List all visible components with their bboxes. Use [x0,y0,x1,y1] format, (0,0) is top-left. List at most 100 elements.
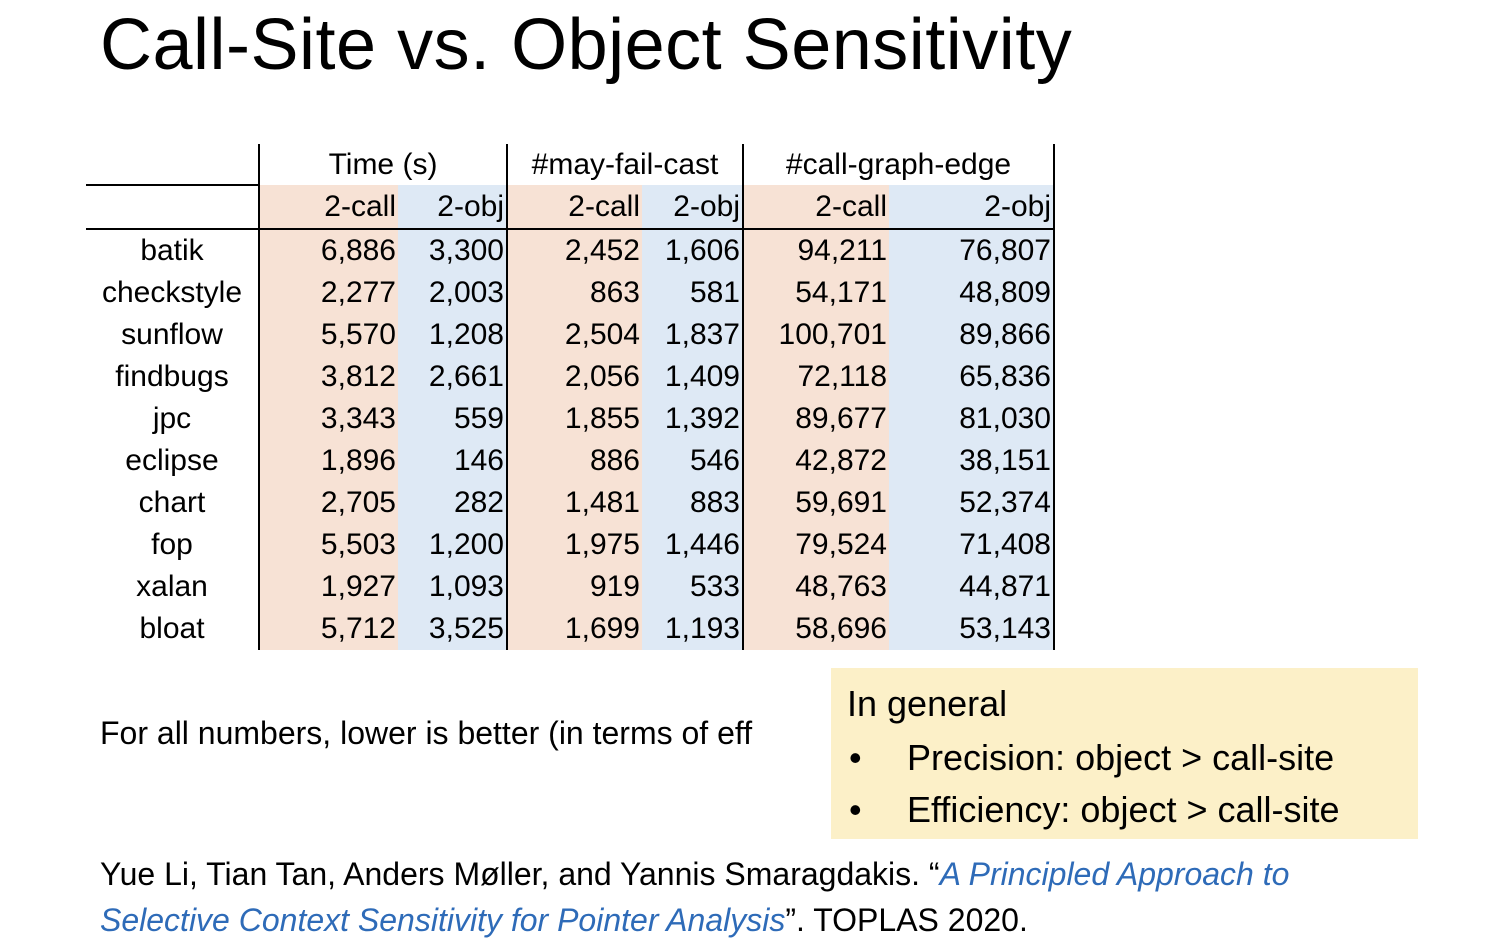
cell-cg-2obj: 71,408 [889,524,1055,566]
group-header-row: Time (s) #may-fail-cast #call-graph-edge [86,144,1055,186]
citation-venue: ”. TOPLAS 2020. [785,902,1028,938]
cell-time-2call: 2,277 [258,272,398,314]
cell-cast-2call: 1,699 [507,608,642,650]
cell-time-2call: 2,705 [258,482,398,524]
sub-header-time-2obj: 2-obj [398,185,508,230]
cell-cast-2call: 1,975 [507,524,642,566]
cell-cg-2call: 58,696 [743,608,889,650]
cell-time-2obj: 1,208 [398,314,508,356]
benchmark-name: checkstyle [101,276,243,309]
sub-header-cg-2obj: 2-obj [889,185,1055,230]
cell-cg-2call: 42,872 [743,440,889,482]
sub-header-time-2call: 2-call [258,185,398,230]
cell-time-2call: 5,570 [258,314,398,356]
cell-time-2obj: 146 [398,440,508,482]
header-corner [86,144,259,186]
citation: Yue Li, Tian Tan, Anders Møller, and Yan… [100,851,1410,943]
cell-cg-2call: 79,524 [743,524,889,566]
sub-header-row: 2-call 2-obj 2-call 2-obj 2-call 2-obj [86,185,1055,230]
cell-time-2obj: 2,661 [398,356,508,398]
cell-cg-2call: 59,691 [743,482,889,524]
table-row: findbugs 3,812 2,661 2,056 1,409 72,118 65,836 [86,356,1055,398]
table-row: chart 2,705 282 1,481 883 59,691 52,374 [86,482,1055,524]
cell-cast-2obj: 546 [642,440,744,482]
benchmark-name: batik [140,234,204,267]
cell-time-2call: 5,503 [258,524,398,566]
cell-cast-2call: 2,504 [507,314,642,356]
cell-time-2call: 1,927 [258,566,398,608]
benchmark-name: bloat [139,612,205,645]
callout-heading: In general [847,683,1008,724]
cell-cg-2obj: 76,807 [889,229,1055,272]
benchmark-name: fop [151,528,193,561]
cell-cast-2call: 1,481 [507,482,642,524]
bullet-icon: • [849,737,862,778]
table-body: batik 6,886 3,300 2,452 1,606 94,211 76,807 che… [86,229,1055,650]
cell-cast-2obj: 1,446 [642,524,744,566]
cell-time-2obj: 282 [398,482,508,524]
cell-cast-2call: 863 [507,272,642,314]
sub-header-cg-2call: 2-call [743,185,889,230]
citation-authors: Yue Li, Tian Tan, Anders Møller, and Yan… [100,856,940,892]
callout-item-text: Efficiency: object > call-site [907,789,1340,830]
cell-cg-2obj: 38,151 [889,440,1055,482]
cell-cg-2obj: 89,866 [889,314,1055,356]
sub-header-cast-2obj: 2-obj [642,185,744,230]
benchmark-name: chart [138,486,206,519]
table-row: fop 5,503 1,200 1,975 1,446 79,524 71,408 [86,524,1055,566]
cell-time-2call: 6,886 [258,229,398,272]
cell-cast-2obj: 581 [642,272,744,314]
cell-cg-2obj: 53,143 [889,608,1055,650]
bullet-icon: • [849,789,862,830]
table-row: bloat 5,712 3,525 1,699 1,193 58,696 53,143 [86,608,1055,650]
paper-title-link[interactable]: A Principled Approach to Selective Conte… [100,856,1290,938]
group-header-may-fail-cast: #may-fail-cast [507,144,744,185]
group-header-time: Time (s) [258,144,508,185]
cell-cg-2obj: 65,836 [889,356,1055,398]
cell-time-2obj: 1,200 [398,524,508,566]
cell-cg-2obj: 52,374 [889,482,1055,524]
cell-cg-2call: 94,211 [743,229,889,272]
cell-time-2obj: 3,525 [398,608,508,650]
cell-cast-2obj: 533 [642,566,744,608]
cell-cast-2obj: 1,837 [642,314,744,356]
benchmark-name: xalan [136,570,208,603]
cell-time-2obj: 2,003 [398,272,508,314]
cell-cast-2obj: 883 [642,482,744,524]
callout-item-efficiency: • Efficiency: object > call-site [847,784,1402,836]
results-table: Time (s) #may-fail-cast #call-graph-edge… [86,144,1055,650]
cell-cast-2call: 2,452 [507,229,642,272]
callout-list: • Precision: object > call-site • Efficien… [847,732,1402,836]
cell-time-2call: 3,812 [258,356,398,398]
summary-callout: In general • Precision: object > call-sit… [831,668,1418,839]
cell-time-2obj: 3,300 [398,229,508,272]
cell-cg-2obj: 81,030 [889,398,1055,440]
cell-cg-2call: 54,171 [743,272,889,314]
cell-cast-2call: 2,056 [507,356,642,398]
cell-cg-2call: 48,763 [743,566,889,608]
callout-item-precision: • Precision: object > call-site [847,732,1402,784]
cell-cg-2obj: 44,871 [889,566,1055,608]
cell-cg-2obj: 48,809 [889,272,1055,314]
benchmark-name: jpc [152,402,192,435]
table-row: eclipse 1,896 146 886 546 42,872 38,151 [86,440,1055,482]
cell-cast-2call: 886 [507,440,642,482]
benchmark-name: findbugs [115,360,229,393]
group-header-call-graph-edge: #call-graph-edge [743,144,1055,185]
cell-time-2obj: 1,093 [398,566,508,608]
cell-cg-2call: 100,701 [743,314,889,356]
cell-time-2obj: 559 [398,398,508,440]
cell-time-2call: 1,896 [258,440,398,482]
slide-title: Call-Site vs. Object Sensitivity [100,5,1073,85]
benchmark-name: sunflow [121,318,223,351]
benchmark-name: eclipse [125,444,219,477]
cell-time-2call: 5,712 [258,608,398,650]
sub-header-corner [86,185,259,230]
cell-cast-2obj: 1,392 [642,398,744,440]
table-row: batik 6,886 3,300 2,452 1,606 94,211 76,807 [86,229,1055,272]
cell-cast-2call: 1,855 [507,398,642,440]
table-row: jpc 3,343 559 1,855 1,392 89,677 81,030 [86,398,1055,440]
table-row: checkstyle 2,277 2,003 863 581 54,171 48,809 [86,272,1055,314]
cell-cast-2obj: 1,409 [642,356,744,398]
cell-cast-2obj: 1,193 [642,608,744,650]
